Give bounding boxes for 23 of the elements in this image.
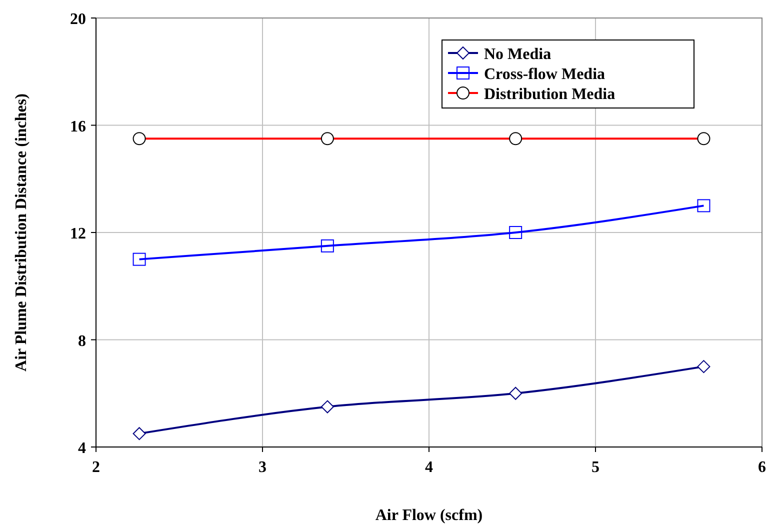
legend-label: Distribution Media	[484, 86, 616, 103]
y-axis-title: Air Plume Distribution Distance (inches)	[13, 94, 30, 372]
x-tick-label: 2	[92, 459, 100, 476]
x-tick-label: 3	[258, 459, 266, 476]
point	[697, 360, 710, 374]
x-tick-label: 5	[592, 459, 600, 476]
legend-label: No Media	[484, 46, 552, 63]
x-tick-label: 6	[758, 459, 766, 476]
point	[697, 199, 710, 212]
y-tick-label: 16	[70, 118, 86, 136]
point	[320, 400, 334, 414]
legend-label: Cross-flow Media	[484, 66, 606, 83]
point	[320, 239, 334, 252]
y-tick-label: 12	[70, 226, 86, 242]
x-tick-label: 4	[425, 459, 433, 476]
y-tick-label: 4	[78, 440, 86, 457]
point	[132, 427, 146, 440]
x-axis-title: Air Flow (scfm)	[375, 507, 483, 524]
point	[509, 226, 522, 239]
point	[132, 252, 146, 266]
y-tick-label: 20	[70, 11, 86, 28]
y-tick-label: 8	[78, 332, 86, 350]
point	[509, 386, 522, 400]
